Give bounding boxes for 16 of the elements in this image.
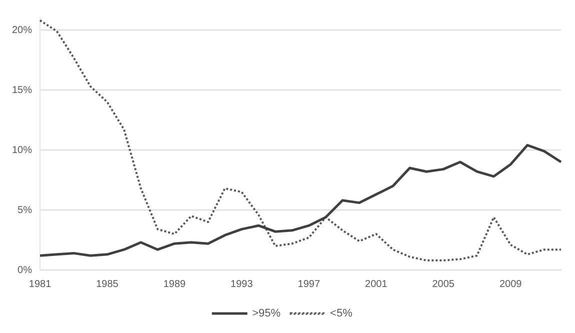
x-tick-label: 2005 bbox=[432, 278, 455, 290]
x-tick-label: 2001 bbox=[365, 278, 388, 290]
y-tick-label: 0% bbox=[18, 264, 32, 276]
x-tick-label: 1997 bbox=[298, 278, 320, 290]
y-tick-label: 20% bbox=[12, 24, 32, 36]
x-tick-label: 1981 bbox=[28, 278, 52, 290]
x-tick-label: 2009 bbox=[499, 278, 522, 290]
x-tick-label: 1993 bbox=[230, 278, 254, 290]
line-series bbox=[39, 19, 562, 262]
legend-label: <5% bbox=[330, 308, 353, 320]
x-tick-label: 1985 bbox=[96, 278, 119, 290]
x-tick-label: 1989 bbox=[163, 278, 186, 290]
y-tick-label: 10% bbox=[12, 144, 32, 156]
y-tick-label: 5% bbox=[18, 204, 32, 216]
legend-label: >95% bbox=[252, 308, 281, 320]
y-tick-label: 15% bbox=[12, 84, 32, 96]
